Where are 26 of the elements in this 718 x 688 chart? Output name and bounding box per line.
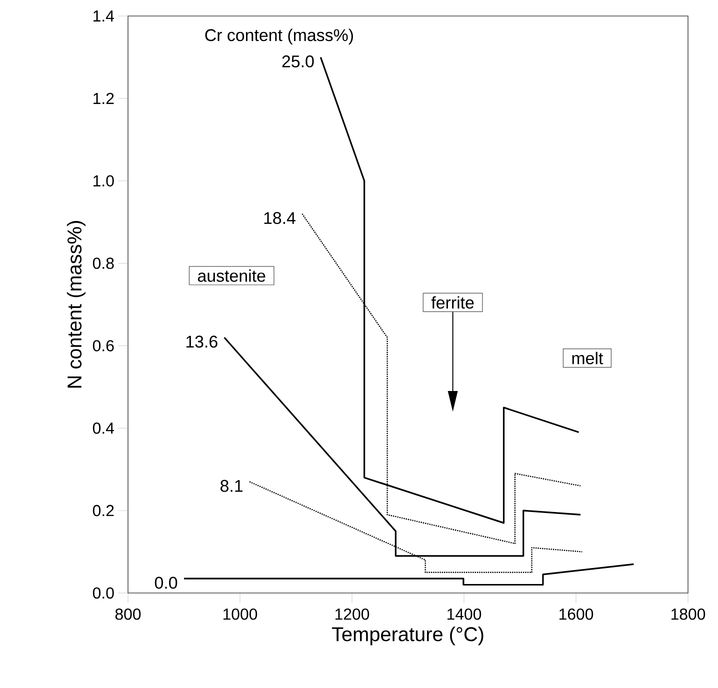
annotation: melt	[572, 352, 604, 364]
x-tick-label: 1400	[447, 608, 482, 620]
x-tick-label: 1800	[671, 608, 706, 620]
y-axis-title: N content (mass%)	[66, 221, 86, 388]
annotation: ferrite	[431, 296, 474, 309]
x-tick-label: 1000	[223, 608, 258, 620]
y-tick-label: 0.6	[92, 340, 114, 352]
series-label: 0.0	[154, 576, 178, 589]
y-tick-label: 1.4	[94, 10, 114, 22]
series-label: 25.0	[282, 55, 314, 68]
x-axis-title: Temperature (°C)	[332, 626, 484, 646]
y-tick-label: 1.0	[94, 175, 114, 186]
series-label: 18.4	[264, 212, 296, 224]
y-tick-label: 0.2	[92, 504, 114, 516]
y-tick-label: 1.2	[94, 92, 114, 104]
series-label: 13.6	[186, 336, 218, 348]
x-tick-label: 1200	[335, 608, 370, 620]
x-tick-label: 800	[115, 608, 141, 620]
y-tick-label: 0.8	[92, 258, 114, 269]
y-tick-label: 0.4	[92, 422, 114, 434]
annotation: austenite	[198, 269, 266, 282]
y-tick-label: 0.0	[92, 587, 114, 599]
line-series	[183, 563, 634, 586]
x-tick-label: 1600	[559, 608, 594, 620]
series-label: 8.1	[220, 480, 242, 492]
legend-title: Cr content (mass%)	[205, 28, 353, 44]
